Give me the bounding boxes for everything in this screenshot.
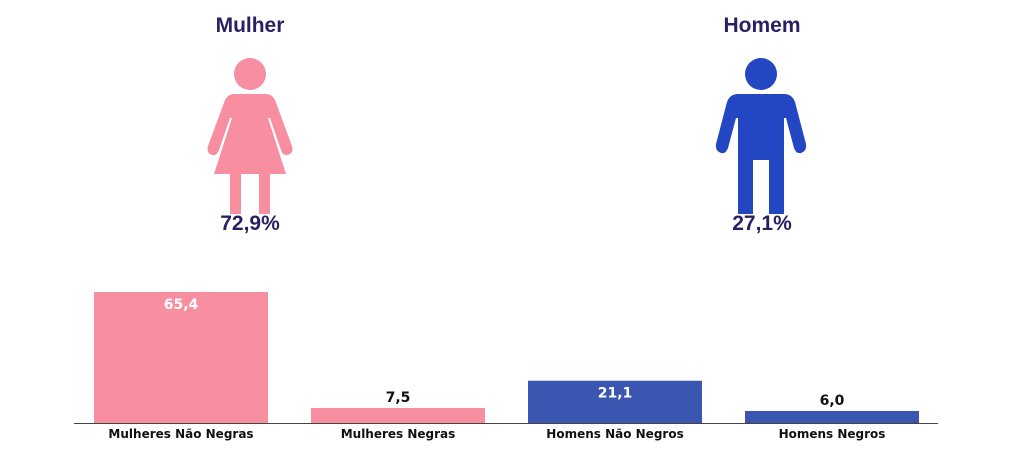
bar-2 [311,407,485,423]
man-icon [715,58,807,214]
category-label: Mulheres Não Negras [108,427,253,441]
woman-title: Mulher [215,14,285,37]
bar-value-label: 21,1 [598,386,633,402]
bar-value-label: 7,5 [386,390,411,406]
category-label: Homens Negros [779,427,886,441]
man-percentage: 27,1% [732,212,792,235]
category-label: Homens Não Negros [546,427,683,441]
category-label: Mulheres Negras [341,427,456,441]
man-title: Homem [723,14,801,37]
bar-4 [745,410,919,423]
woman-icon [207,58,293,214]
woman-percentage: 72,9% [220,212,280,235]
bar-1 [94,292,268,423]
bar-value-label: 65,4 [164,297,199,313]
bar-value-label: 6,0 [820,393,845,409]
bar-3 [528,380,702,423]
